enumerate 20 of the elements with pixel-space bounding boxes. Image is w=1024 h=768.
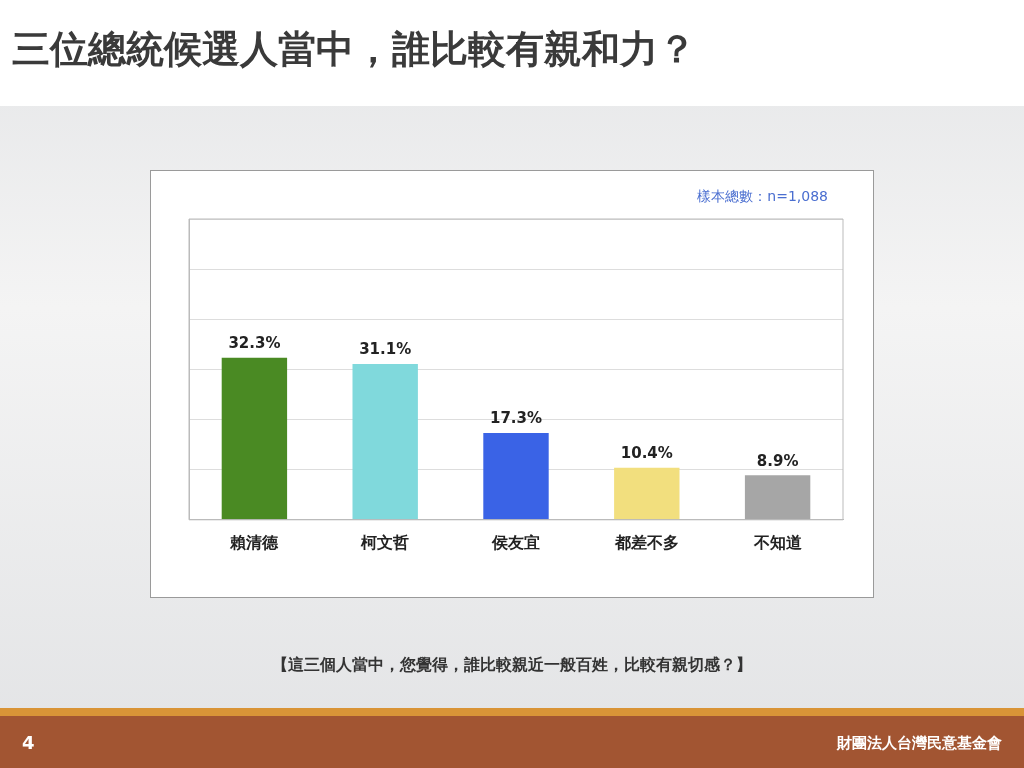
data-label: 8.9% [756, 451, 799, 470]
text: 【這三個人當中，您覺得，誰比較親近一般百姓，比較有親切感？】 [271, 655, 753, 676]
data-label: 31.1% [359, 340, 412, 359]
bar [221, 357, 288, 520]
x-tick-label: 都差不多 [613, 532, 679, 552]
data-label: 32.3% [228, 334, 281, 353]
bar [483, 433, 549, 520]
bar [352, 363, 418, 520]
data-label: 10.4% [620, 444, 673, 463]
x-tick-label: 賴清德 [229, 532, 280, 552]
x-tick-label: 柯文哲 [360, 532, 410, 552]
text: 樣本總數：n=1,088 [697, 188, 828, 206]
bar [744, 475, 811, 520]
data-label: 17.3% [489, 409, 543, 428]
text: 財團法人台灣民意基金會 [837, 734, 1002, 753]
x-tick-label: 侯友宜 [491, 532, 540, 552]
bar [614, 467, 680, 520]
chart-title: 三位總統候選人當中，誰比較有親和力？ [12, 26, 696, 73]
text: 4 [22, 732, 35, 753]
x-tick-label: 不知道 [752, 532, 803, 552]
